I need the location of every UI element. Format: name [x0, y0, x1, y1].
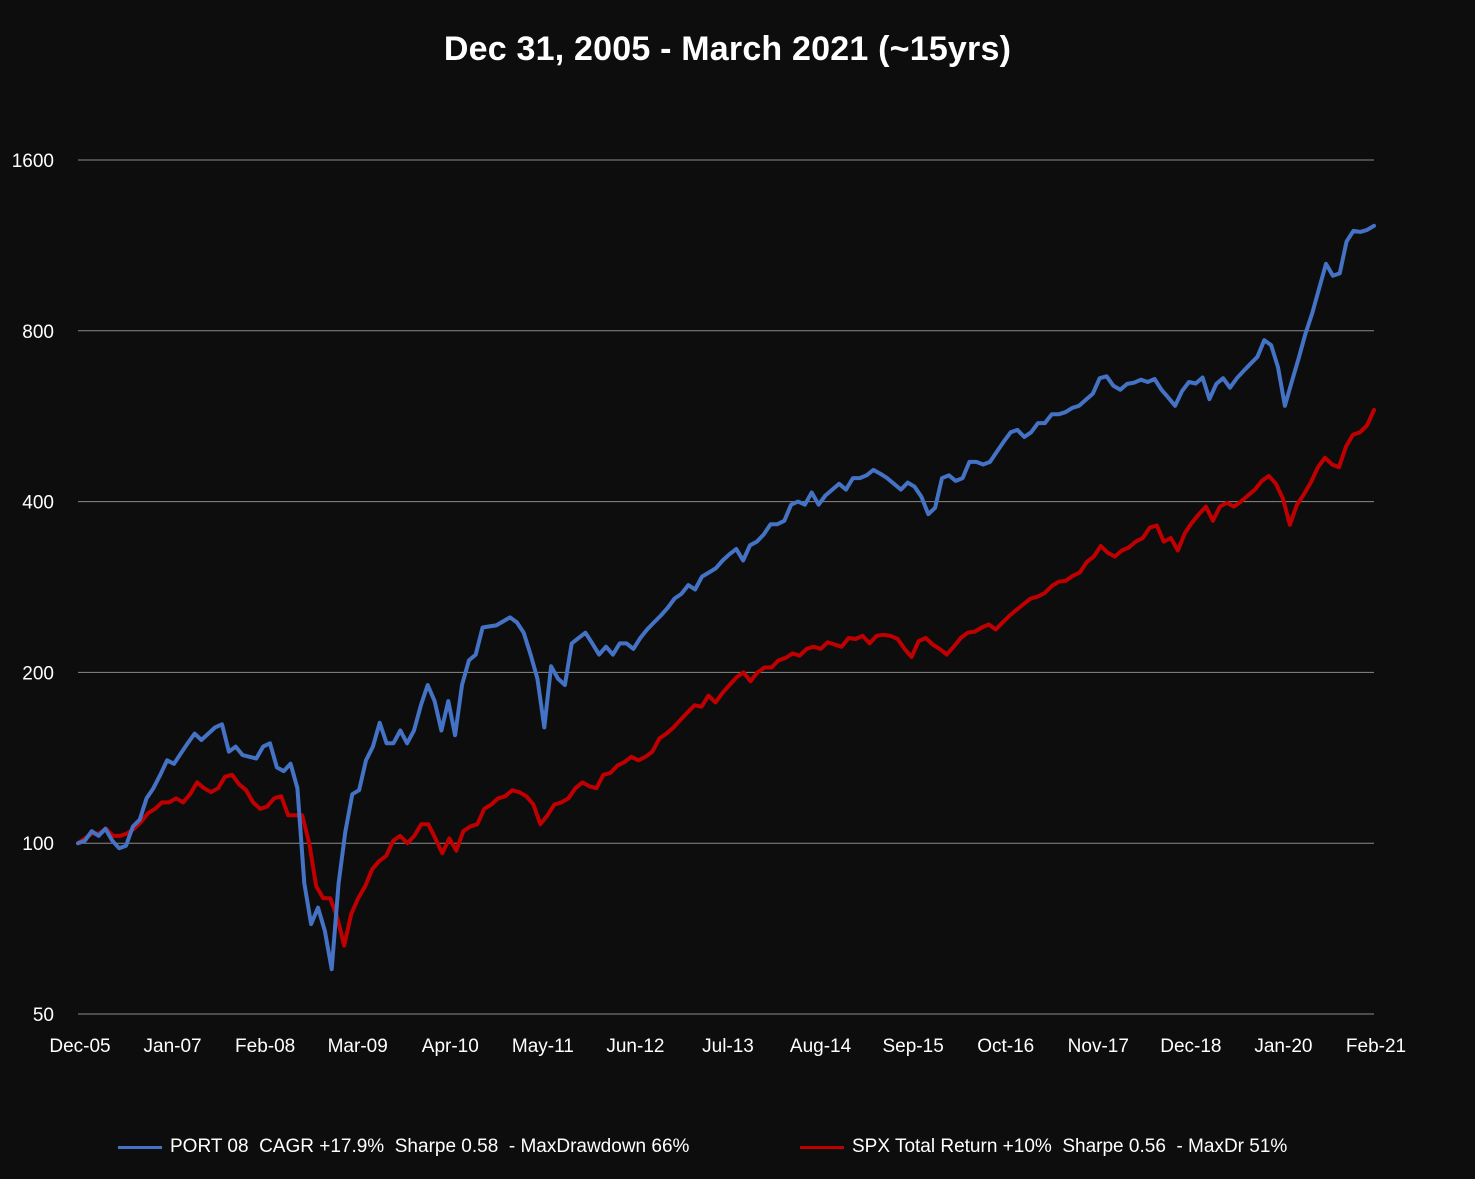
y-tick-label-1600: 1600 — [12, 151, 54, 172]
x-axis-ticks: Dec-05 Jan-07 Feb-08 Mar-09 Apr-10 May-11 Jun-… — [49, 1036, 1406, 1057]
x-tick-label-May-11: May-11 — [512, 1036, 574, 1057]
x-tick-label-Mar-09: Mar-09 — [328, 1036, 388, 1057]
series-line-spx — [76, 408, 1376, 948]
x-tick-label-Sep-15: Sep-15 — [883, 1036, 944, 1057]
x-tick-label-Jan-20: Jan-20 — [1254, 1036, 1312, 1057]
x-tick-label-Oct-16: Oct-16 — [977, 1036, 1034, 1057]
y-tick-label-50: 50 — [33, 1005, 54, 1026]
x-tick-label-Dec-05: Dec-05 — [49, 1036, 110, 1057]
y-tick-label-100: 100 — [22, 834, 54, 855]
legend-label-spx: SPX Total Return +10% Sharpe 0.56 - MaxD… — [852, 1136, 1288, 1157]
y-tick-label-800: 800 — [22, 322, 54, 343]
x-tick-label-Feb-08: Feb-08 — [235, 1036, 295, 1057]
x-tick-label-Aug-14: Aug-14 — [790, 1036, 852, 1057]
gridlines — [78, 159, 1374, 1015]
y-tick-label-200: 200 — [22, 663, 54, 684]
x-tick-label-Feb-21: Feb-21 — [1346, 1036, 1406, 1057]
legend-swatch-port08 — [118, 1145, 162, 1149]
x-tick-label-Apr-10: Apr-10 — [422, 1036, 479, 1057]
legend-label-port08: PORT 08 CAGR +17.9% Sharpe 0.58 - MaxDra… — [170, 1136, 690, 1157]
chart-title: Dec 31, 2005 - March 2021 (~15yrs) — [443, 30, 1012, 68]
x-tick-label-Jan-07: Jan-07 — [144, 1036, 202, 1057]
series-lines — [76, 223, 1376, 972]
legend-item-spx: SPX Total Return +10% Sharpe 0.56 - MaxD… — [800, 1136, 1287, 1158]
x-tick-label-Nov-17: Nov-17 — [1068, 1036, 1129, 1057]
y-axis-ticks: 50 100 200 400 800 1600 — [12, 151, 54, 1026]
series-line-port08 — [76, 223, 1376, 972]
x-tick-label-Dec-18: Dec-18 — [1160, 1036, 1221, 1057]
x-tick-label-Jun-12: Jun-12 — [606, 1036, 664, 1057]
legend-swatch-spx — [800, 1145, 844, 1149]
y-tick-label-400: 400 — [22, 493, 54, 514]
legend-item-port08: PORT 08 CAGR +17.9% Sharpe 0.58 - MaxDra… — [118, 1136, 689, 1158]
x-tick-label-Jul-13: Jul-13 — [702, 1036, 754, 1057]
